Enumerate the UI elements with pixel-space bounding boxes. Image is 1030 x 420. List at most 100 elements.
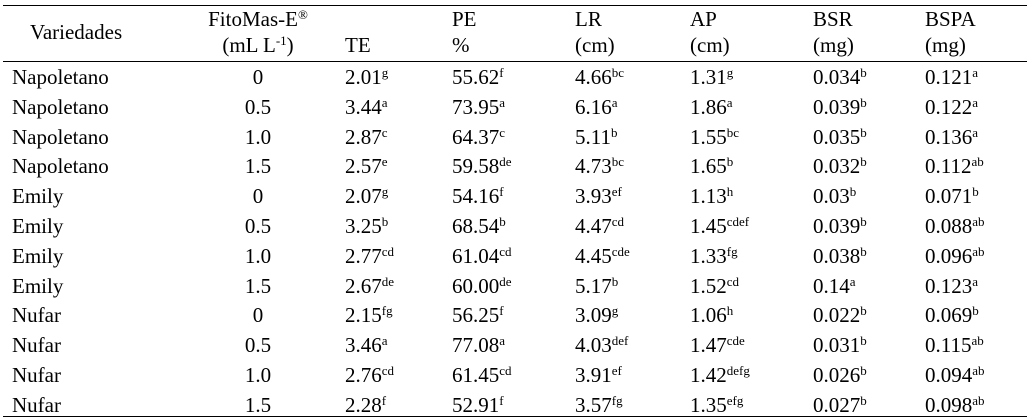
- cell: 4.66bc: [575, 65, 624, 89]
- cell: 0.03b: [813, 184, 856, 208]
- cell: 54.16f: [452, 184, 504, 208]
- bottom-rule: [3, 416, 1027, 417]
- cell: 1.65b: [690, 154, 733, 178]
- cell: 60.00de: [452, 274, 512, 298]
- cell-value: 3.93: [575, 184, 612, 209]
- significance-letter: f: [499, 65, 504, 80]
- cell: 1.06h: [690, 303, 733, 327]
- header-text: (cm): [575, 33, 615, 57]
- cell: 3.46a: [345, 333, 388, 357]
- cell-value: 5.17: [575, 273, 612, 298]
- cell: 2.15fg: [345, 303, 393, 327]
- significance-letter: a: [972, 273, 979, 289]
- cell-value: 6.16: [575, 94, 612, 119]
- cell-value: 0.026: [813, 363, 861, 387]
- cell-value: 0.035: [813, 124, 861, 149]
- cell-value: 3.91: [575, 363, 612, 387]
- significance-letter: efg: [726, 392, 744, 408]
- header-text: TE: [345, 33, 371, 57]
- significance-letter: b: [860, 243, 867, 259]
- cell: 2.07g: [345, 184, 388, 208]
- cell: 0.112ab: [925, 154, 984, 178]
- significance-letter: ab: [972, 214, 985, 229]
- cell-value: 1.52: [690, 273, 727, 298]
- cell: 0.026b: [813, 363, 867, 387]
- cell-value: 64.37: [452, 124, 500, 149]
- header-cell: (cm): [690, 33, 730, 57]
- significance-letter: ab: [971, 333, 984, 349]
- cell: 1.0: [244, 363, 272, 387]
- significance-letter: a: [499, 94, 506, 110]
- cell: 2.76cd: [345, 363, 394, 387]
- cell: 1.47cde: [690, 333, 745, 357]
- significance-letter: e: [381, 154, 388, 170]
- cell: 3.44a: [345, 95, 388, 119]
- significance-letter: cde: [726, 333, 745, 349]
- cell: 1.86a: [690, 95, 733, 119]
- cell-value: 2.15: [345, 303, 382, 328]
- significance-letter: f: [499, 303, 504, 319]
- cell: 0.096ab: [925, 244, 985, 268]
- cell-value: 1.35: [690, 392, 727, 417]
- header-text: (mg): [925, 33, 966, 57]
- cell-value: 2.67: [345, 273, 382, 298]
- significance-letter: f: [381, 392, 387, 408]
- cell-value: 3.57: [575, 392, 612, 417]
- cell-value: 3.44: [345, 94, 382, 119]
- cell: 61.04cd: [452, 244, 512, 268]
- significance-letter: a: [972, 124, 979, 140]
- significance-letter: g: [611, 303, 619, 319]
- cell-value: 0.121: [925, 65, 973, 89]
- significance-letter: c: [499, 124, 506, 140]
- header-text: AP: [690, 7, 717, 31]
- cell-value: 2.77: [345, 243, 382, 268]
- significance-letter: b: [611, 273, 619, 289]
- header-text: LR: [575, 7, 602, 31]
- significance-letter: b: [726, 154, 734, 170]
- cell: 0.069b: [925, 303, 979, 327]
- cell: 4.03def: [575, 333, 628, 357]
- cell: 1.52cd: [690, 274, 739, 298]
- cell: 0.5: [244, 214, 272, 238]
- header-rule: [3, 61, 1027, 62]
- cell: 0.094ab: [925, 363, 985, 387]
- cell-value: 4.47: [575, 214, 612, 238]
- cell-value: 73.95: [452, 94, 500, 119]
- cell: 1.31g: [690, 65, 733, 89]
- cell-value: 2.57: [345, 154, 382, 179]
- significance-letter: b: [860, 392, 867, 408]
- significance-letter: b: [972, 184, 979, 200]
- significance-letter: def: [611, 333, 629, 349]
- cell-value: 68.54: [452, 214, 500, 238]
- significance-letter: g: [381, 184, 389, 200]
- cell: 1.5: [244, 273, 272, 298]
- cell-value: 0.094: [925, 363, 973, 387]
- cell: 1.5: [244, 392, 272, 417]
- cell: 0.5: [244, 94, 272, 119]
- significance-letter: a: [849, 273, 856, 289]
- cell: 1.5: [244, 154, 272, 179]
- significance-letter: cdef: [726, 214, 750, 229]
- significance-letter: b: [860, 214, 867, 229]
- significance-letter: c: [381, 124, 388, 140]
- cell: 1.0: [244, 124, 272, 149]
- cell: 6.16a: [575, 95, 618, 119]
- cell: 1.0: [244, 243, 272, 268]
- significance-letter: fg: [381, 303, 393, 319]
- header-text: (cm): [690, 33, 730, 57]
- header-text: PE: [452, 7, 477, 31]
- header-cell: BSPA: [925, 7, 976, 31]
- cell: Napoletano: [12, 154, 109, 179]
- cell-value: 0.031: [813, 333, 861, 358]
- cell: 0.038b: [813, 244, 867, 268]
- significance-letter: cd: [499, 243, 512, 259]
- cell: 3.25b: [345, 214, 388, 238]
- significance-letter: a: [499, 333, 506, 349]
- cell-value: 0.123: [925, 273, 973, 298]
- header-cell: FitoMas-E®: [208, 7, 308, 31]
- cell: Emily: [12, 273, 64, 298]
- significance-letter: a: [972, 94, 979, 110]
- cell-value: 61.45: [452, 363, 500, 387]
- significance-letter: ab: [971, 154, 984, 170]
